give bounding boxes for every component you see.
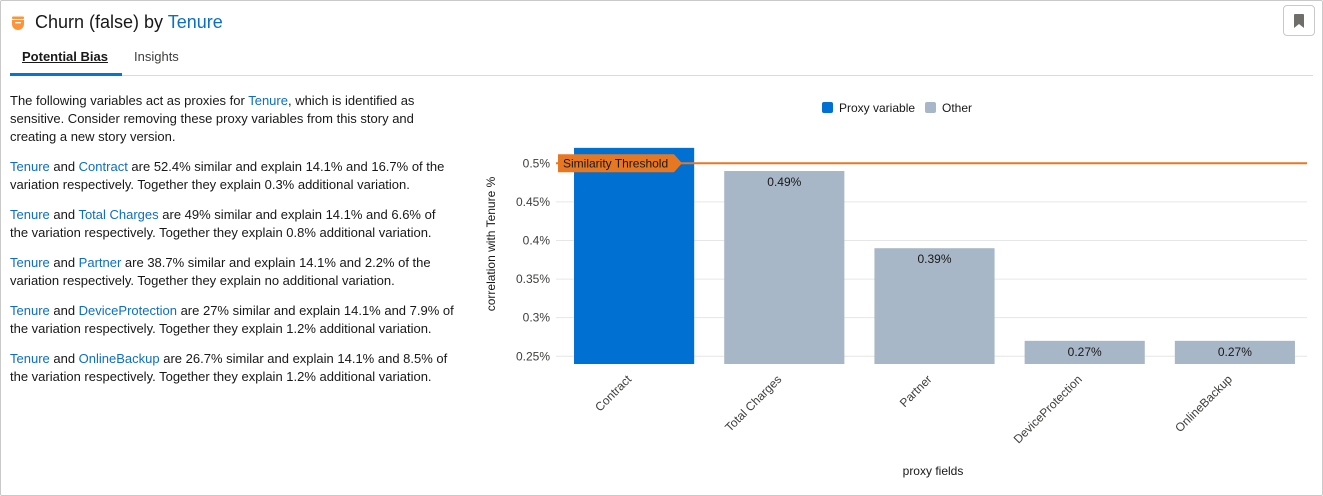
tab-insights[interactable]: Insights [122,44,191,76]
x-axis-title: proxy fields [903,464,964,478]
y-tick-label: 0.25% [516,349,550,363]
threshold-label: Similarity Threshold [563,156,668,170]
bar-value-label: 0.39% [917,252,951,266]
bar-value-label: 0.27% [1218,345,1252,359]
proxy-text: are 52.4% similar and explain 14.1% and … [10,159,445,192]
x-tick-label: Total Charges [722,372,784,434]
field-link-a[interactable]: Tenure [10,207,50,222]
y-axis-title: correlation with Tenure % [484,176,498,311]
y-tick-label: 0.5% [523,156,551,170]
page-title: Churn (false) by Tenure [35,11,223,33]
field-link-b[interactable]: Total Charges [78,207,159,222]
bookmark-button[interactable] [1283,5,1315,36]
field-link-a[interactable]: Tenure [10,159,50,174]
connector: and [49,159,79,174]
proxy-item: Tenure and Partner are 38.7% similar and… [10,254,455,290]
field-link-b[interactable]: OnlineBackup [78,351,160,366]
intro-after: , which is identified as sensitive. Cons… [10,93,415,144]
bar-contract[interactable] [574,147,695,364]
proxy-text: are 49% similar and explain 14.1% and 6.… [10,207,436,240]
x-tick-label: Contract [592,372,634,414]
proxy-item: Tenure and DeviceProtection are 27% simi… [10,302,455,338]
connector: and [49,303,79,318]
x-tick-label: Partner [897,372,935,410]
panel-header: Churn (false) by Tenure [0,0,1323,44]
field-link-a[interactable]: Tenure [10,255,50,270]
threshold-badge [558,154,682,173]
legend-label-other[interactable]: Other [942,101,972,115]
y-tick-label: 0.4% [523,233,551,247]
x-tick-label: DeviceProtection [1011,372,1085,446]
proxy-item: Tenure and Total Charges are 49% similar… [10,206,455,242]
y-tick-label: 0.35% [516,272,550,286]
tab-label: Insights [134,49,179,64]
connector: and [49,255,79,270]
proxy-text: are 38.7% similar and explain 14.1% and … [10,255,431,288]
tab-potential-bias[interactable]: Potential Bias [10,44,122,76]
x-tick-label: OnlineBackup [1172,372,1235,435]
intro-text: The following variables act as proxies f… [10,92,455,146]
legend-swatch [925,102,936,113]
story-icon [12,16,24,30]
bar-partner[interactable] [874,248,995,364]
proxy-item: Tenure and Contract are 52.4% similar an… [10,158,455,194]
field-link-b[interactable]: Partner [78,255,122,270]
bar-deviceprotection[interactable] [1024,340,1145,364]
tab-label: Potential Bias [22,49,108,64]
y-tick-label: 0.45% [516,195,550,209]
title-sensitive-field-link[interactable]: Tenure [167,12,223,32]
field-link-a[interactable]: Tenure [10,351,50,366]
sensitive-field-link[interactable]: Tenure [248,93,288,108]
title-prefix: Churn (false) by [35,12,168,32]
bar-value-label: 0.27% [1068,345,1102,359]
y-tick-label: 0.3% [523,311,551,325]
bookmark-icon [1294,13,1304,28]
intro-before: The following variables act as proxies f… [10,93,249,108]
legend-swatch [822,102,833,113]
tab-bar: Potential Bias Insights [10,44,1313,76]
proxy-text: are 27% similar and explain 14.1% and 7.… [10,303,454,336]
field-link-b[interactable]: DeviceProtection [78,303,177,318]
field-link-a[interactable]: Tenure [10,303,50,318]
connector: and [49,351,79,366]
proxy-item: Tenure and OnlineBackup are 26.7% simila… [10,350,455,386]
bar-onlinebackup[interactable] [1174,340,1295,364]
proxy-bar-chart: 0.25%0.3%0.35%0.4%0.45%0.5%0.52%Contract… [484,101,1307,478]
legend-label-proxy[interactable]: Proxy variable [839,101,915,115]
field-link-b[interactable]: Contract [78,159,128,174]
bar-total-charges[interactable] [724,171,845,364]
proxy-text: are 26.7% similar and explain 14.1% and … [10,351,448,384]
bar-value-label: 0.49% [767,175,801,189]
proxy-explanation: The following variables act as proxies f… [10,92,455,398]
connector: and [49,207,79,222]
